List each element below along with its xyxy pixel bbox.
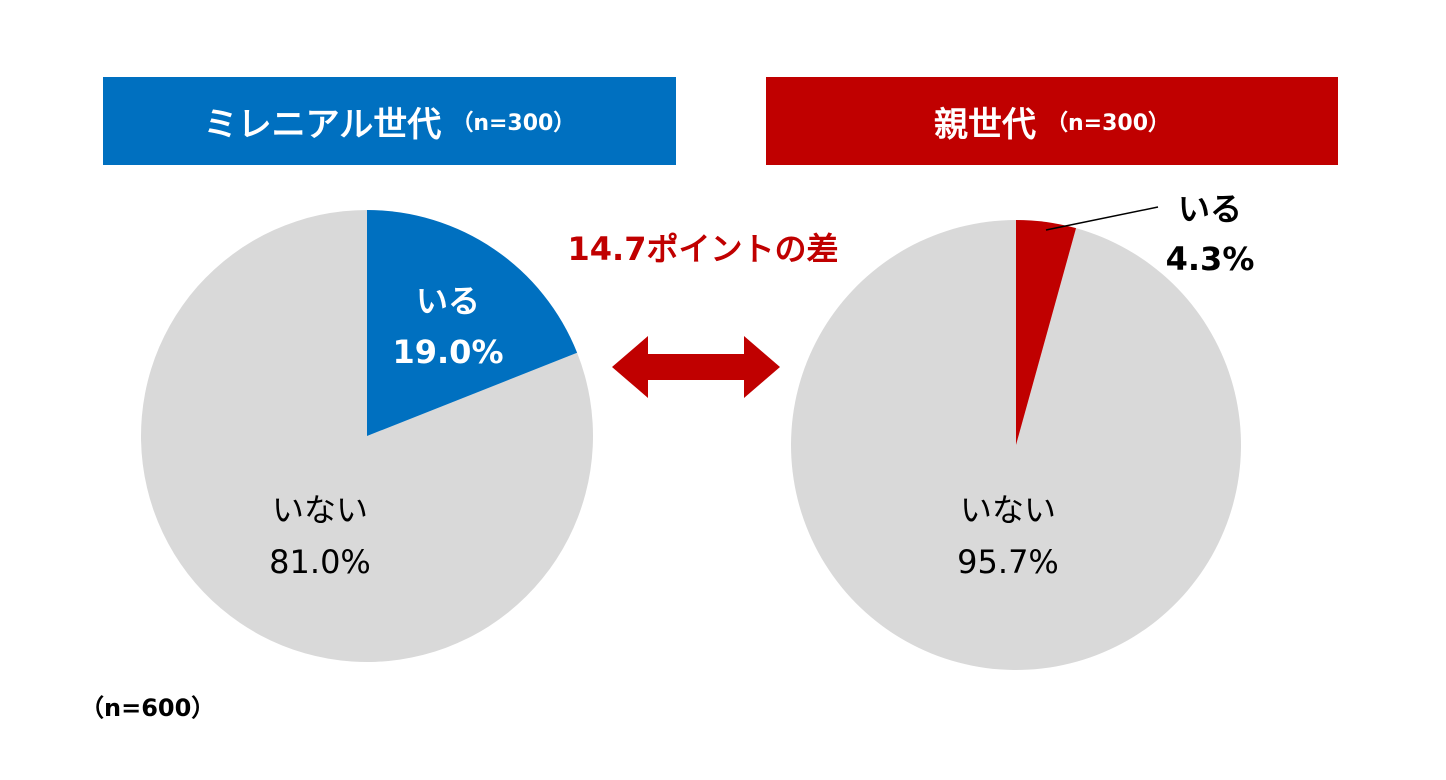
parent-have-label: いる bbox=[1178, 190, 1242, 228]
parent-pie bbox=[791, 220, 1242, 670]
parent-header: 親世代 （n=300） bbox=[766, 77, 1338, 165]
parent-have-value: 4.3% bbox=[1166, 240, 1255, 278]
millennial-slice-have bbox=[367, 210, 578, 436]
point-difference-label: 14.7ポイントの差 bbox=[568, 230, 839, 268]
parent-sample-size: （n=300） bbox=[1045, 111, 1171, 136]
millennial-have-value: 19.0% bbox=[392, 333, 503, 371]
parent-title: 親世代 bbox=[933, 104, 1036, 145]
parent-slice-not-have bbox=[791, 220, 1242, 670]
parent-slice-have bbox=[1016, 220, 1077, 445]
millennial-not-have-value: 81.0% bbox=[269, 543, 371, 581]
total-sample-footnote: （n=600） bbox=[80, 694, 216, 722]
parent-not-have-value: 95.7% bbox=[957, 543, 1059, 581]
millennial-not-have-label: いない bbox=[272, 491, 368, 529]
millennial-sample-size: （n=300） bbox=[451, 111, 576, 136]
millennial-header: ミレニアル世代 （n=300） bbox=[103, 77, 676, 165]
millennial-title: ミレニアル世代 bbox=[203, 104, 442, 145]
millennial-have-label: いる bbox=[416, 282, 480, 320]
double-arrow-icon bbox=[612, 336, 780, 398]
millennial-pie bbox=[141, 210, 594, 663]
parent-not-have-label: いない bbox=[960, 491, 1056, 529]
parent-have-leader-line bbox=[1045, 206, 1159, 231]
millennial-slice-not-have bbox=[141, 210, 594, 663]
